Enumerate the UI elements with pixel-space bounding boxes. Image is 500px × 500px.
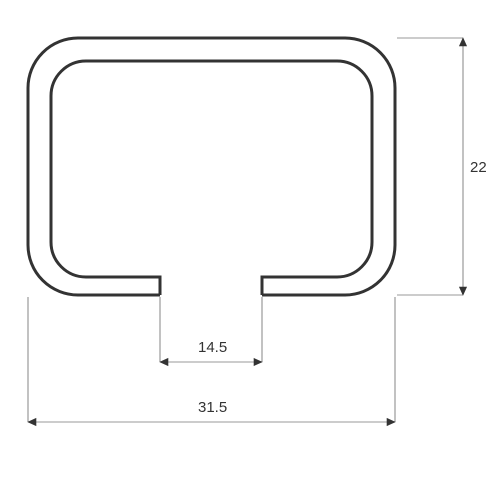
dim-total-width: 31.5 xyxy=(28,297,395,426)
dim-gap-width-label: 14.5 xyxy=(198,339,227,356)
technical-drawing: 31.5 14.5 22 xyxy=(0,0,500,500)
dim-gap-width: 14.5 xyxy=(160,297,262,366)
profile-outer xyxy=(28,38,395,295)
dim-height-label: 22 xyxy=(470,159,487,176)
dim-total-width-label: 31.5 xyxy=(198,399,227,416)
profile-inner xyxy=(51,61,372,295)
dim-height: 22 xyxy=(397,38,487,295)
